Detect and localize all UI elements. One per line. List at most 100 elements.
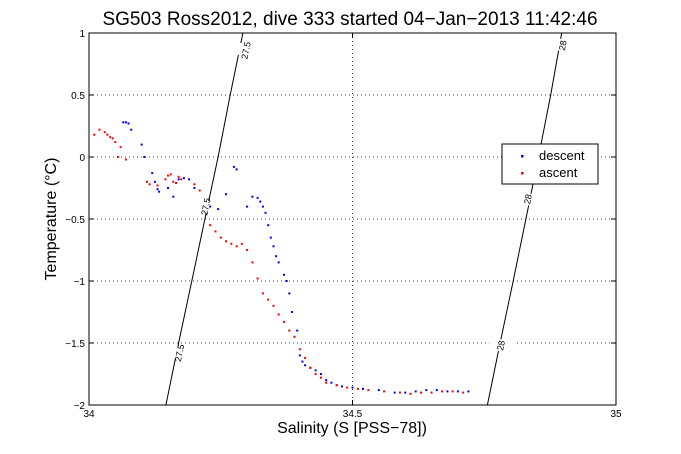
ascent-point: [111, 137, 114, 140]
contour-label: 27.5: [173, 343, 186, 362]
contour-label-bg: [233, 42, 260, 59]
ascent-point: [124, 158, 127, 161]
descent-point: [301, 360, 304, 363]
contour-label: 28: [522, 193, 534, 205]
ascent-point: [177, 175, 180, 178]
descent-point: [251, 195, 254, 198]
x-tick-label: 34.5: [343, 409, 363, 420]
descent-point: [124, 121, 127, 124]
ascent-point: [319, 376, 322, 379]
plot-area: [89, 33, 616, 405]
ascent-point: [156, 184, 159, 187]
descent-point: [217, 208, 220, 211]
ascent-point: [256, 277, 259, 280]
ascent-point: [462, 391, 465, 394]
legend-box: [501, 143, 599, 185]
ascent-point: [219, 236, 222, 239]
ascent-point: [230, 242, 233, 245]
ascent-point: [225, 240, 227, 243]
density-contours: 27.5 27.5 27.5 28 28 28: [165, 32, 576, 406]
ascent-point: [164, 178, 167, 181]
descent-point: [325, 379, 328, 382]
descent-point: [393, 391, 396, 394]
ascent-point: [193, 183, 196, 186]
ascent-point: [198, 189, 201, 192]
descent-point: [177, 178, 180, 181]
descent-point: [414, 390, 417, 393]
y-axis-label: Temperature (°C): [43, 158, 60, 281]
descent-point: [272, 245, 275, 248]
legend-label-ascent: ascent: [539, 165, 578, 180]
ascent-point: [293, 335, 296, 338]
y-tick-label: −0.5: [65, 215, 85, 226]
x-tick-label: 35: [610, 409, 622, 420]
ascent-point: [251, 261, 254, 264]
descent-point: [130, 128, 133, 131]
descent-point: [232, 165, 235, 168]
descent-point: [122, 121, 125, 124]
descent-point: [404, 391, 407, 394]
x-axis-label: Salinity (S [PSS−78]): [277, 420, 427, 437]
ascent-point: [146, 180, 148, 183]
ascent-point: [346, 386, 349, 389]
data-points: [93, 121, 470, 395]
ascent-point: [288, 329, 291, 332]
descent-point: [283, 273, 285, 276]
descent-point: [377, 389, 380, 392]
descent-point: [446, 390, 449, 393]
descent-point: [304, 364, 307, 367]
ascent-point: [93, 133, 96, 136]
ascent-point: [430, 391, 433, 394]
descent-point: [330, 381, 333, 384]
ascent-point: [356, 387, 359, 390]
ascent-point: [235, 245, 238, 248]
ascent-point: [117, 156, 119, 158]
descent-point: [225, 193, 227, 196]
ascent-point: [169, 173, 172, 176]
contour-label: 28: [495, 340, 507, 352]
ascent-point: [441, 390, 444, 393]
y-tick-label: 0.5: [71, 91, 85, 102]
contour-label: 27.5: [239, 41, 252, 60]
descent-point: [298, 354, 301, 357]
descent-point: [285, 280, 288, 282]
descent-point: [182, 177, 185, 180]
ascent-point: [119, 146, 122, 149]
contour-label-bg: [166, 344, 193, 362]
ascent-point: [246, 249, 249, 251]
x-tick-label: 34: [83, 409, 95, 420]
descent-point: [288, 292, 291, 295]
descent-point: [153, 180, 156, 183]
descent-point: [140, 143, 143, 146]
descent-point: [277, 261, 280, 264]
descent-point: [235, 168, 238, 171]
ascent-point: [106, 133, 109, 136]
y-tick-label: 1: [79, 29, 85, 40]
descent-point: [259, 200, 262, 203]
descent-point: [341, 385, 343, 388]
y-tick-label: 0: [79, 153, 85, 164]
contour-label: 28: [557, 40, 569, 52]
ascent-point: [298, 348, 301, 351]
descent-point: [156, 188, 159, 191]
contour-label-bg: [193, 198, 219, 215]
descent-point: [188, 178, 191, 181]
descent-point: [209, 205, 212, 208]
ascent-point: [283, 320, 285, 323]
ascent-point: [214, 230, 217, 233]
descent-point: [275, 255, 278, 258]
descent-point: [261, 205, 264, 208]
legend-label-descent: descent: [539, 148, 585, 163]
legend-marker-descent: [521, 155, 524, 158]
contour-label-bg: [515, 190, 541, 208]
ascent-point: [309, 366, 312, 369]
ascent-point: [383, 390, 386, 393]
descent-point: [151, 172, 154, 175]
ascent-point: [148, 183, 151, 186]
ascent-point: [180, 178, 183, 181]
descent-point: [193, 187, 196, 189]
ascent-point: [103, 131, 106, 134]
descent-point: [143, 156, 146, 158]
contour-label-bg: [488, 337, 515, 354]
